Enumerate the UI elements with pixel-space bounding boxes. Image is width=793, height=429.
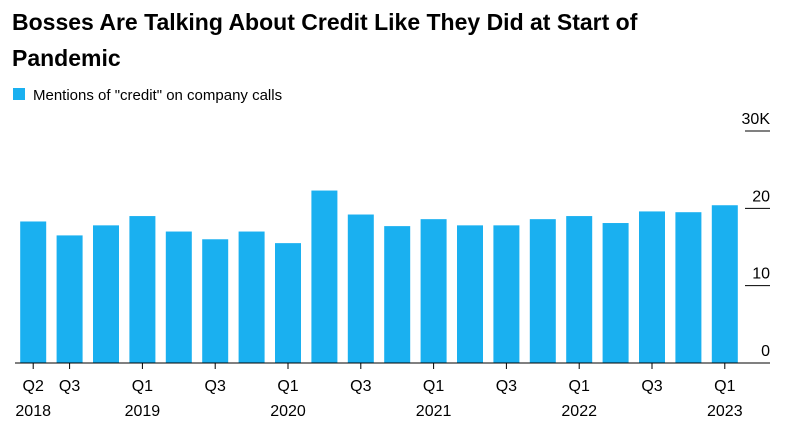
x-tick-year: 2022 bbox=[561, 403, 597, 420]
x-tick-label: Q1 bbox=[277, 378, 298, 395]
y-tick-label: 20 bbox=[752, 188, 770, 205]
bar bbox=[56, 235, 83, 363]
legend-label: Mentions of "credit" on company calls bbox=[33, 87, 282, 104]
y-tick-label: 10 bbox=[752, 266, 770, 283]
bar bbox=[675, 212, 702, 363]
bar bbox=[165, 231, 192, 363]
bar bbox=[20, 221, 47, 363]
bar bbox=[420, 219, 447, 363]
x-tick-year: 2021 bbox=[416, 403, 452, 420]
x-tick-label: Q1 bbox=[423, 378, 444, 395]
bar bbox=[311, 190, 338, 363]
x-tick-year: 2023 bbox=[707, 403, 743, 420]
bar bbox=[529, 219, 556, 363]
x-tick-label: Q3 bbox=[350, 378, 371, 395]
y-tick-label: 30K bbox=[742, 111, 771, 128]
x-tick-label: Q1 bbox=[714, 378, 735, 395]
bar bbox=[93, 225, 119, 363]
x-tick-year: 2020 bbox=[270, 403, 306, 420]
bar bbox=[202, 239, 229, 363]
bar bbox=[493, 225, 520, 363]
legend-swatch bbox=[13, 88, 25, 100]
bar bbox=[238, 231, 265, 363]
bar bbox=[129, 216, 156, 363]
bar bbox=[602, 223, 629, 363]
bar bbox=[639, 211, 665, 363]
x-tick-label: Q3 bbox=[59, 378, 80, 395]
bar bbox=[457, 225, 483, 363]
x-tick-year: 2019 bbox=[125, 403, 161, 420]
bar bbox=[275, 243, 301, 363]
x-tick-label: Q1 bbox=[132, 378, 153, 395]
x-tick-label: Q3 bbox=[496, 378, 517, 395]
bar bbox=[566, 216, 593, 363]
bar bbox=[384, 226, 411, 363]
x-tick-label: Q1 bbox=[569, 378, 590, 395]
bar bbox=[711, 205, 738, 363]
bar bbox=[347, 214, 374, 363]
x-tick-label: Q3 bbox=[641, 378, 662, 395]
x-tick-label: Q3 bbox=[205, 378, 226, 395]
x-tick-year: 2018 bbox=[15, 403, 51, 420]
x-tick-label: Q2 bbox=[23, 378, 44, 395]
y-tick-label: 0 bbox=[761, 343, 770, 360]
chart-title: Bosses Are Talking About Credit Like The… bbox=[12, 9, 638, 71]
